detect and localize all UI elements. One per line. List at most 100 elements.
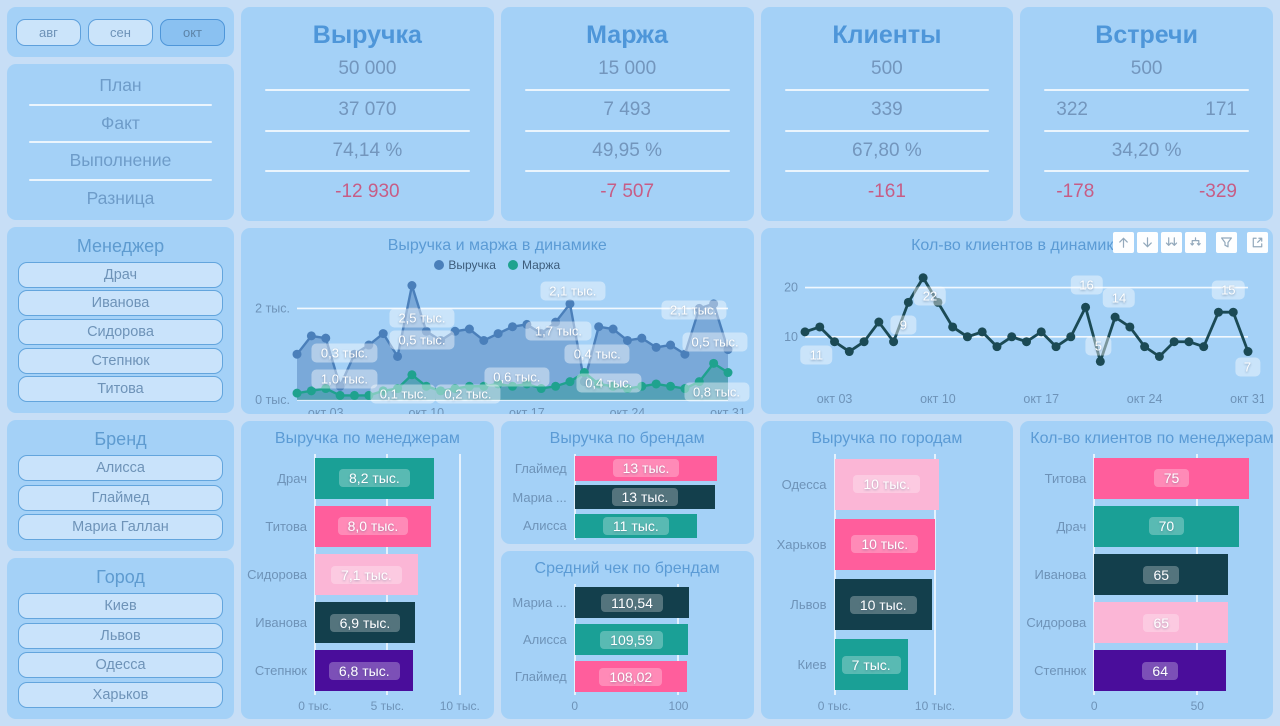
filter-item-Титова[interactable]: Титова: [18, 376, 223, 403]
filter-item-Драч[interactable]: Драч: [18, 261, 223, 288]
expand-all-down-icon[interactable]: [1185, 232, 1206, 253]
bar-Алисса[interactable]: 109,59: [574, 623, 689, 656]
month-button-сен[interactable]: сен: [88, 18, 153, 46]
sidebar: авг сен окт План Факт Выполнение Разница Мене…: [7, 7, 234, 719]
month-button-окт[interactable]: окт: [160, 18, 225, 46]
bar-Мариа ...[interactable]: 13 тыс.: [574, 484, 716, 510]
bar-Мариа ...[interactable]: 110,54: [574, 586, 690, 619]
svg-text:10: 10: [784, 330, 798, 344]
filter-title: Менеджер: [76, 236, 165, 256]
filter-item-Харьков[interactable]: Харьков: [18, 681, 223, 708]
bar-Сидорова[interactable]: 7,1 тыс.: [315, 554, 418, 595]
filter-item-Глаймед[interactable]: Глаймед: [18, 484, 223, 511]
legend-label: Маржа: [521, 258, 561, 272]
bar-value-label: 6,9 тыс.: [329, 613, 401, 632]
bar-value-label: 10 тыс.: [851, 535, 919, 554]
bar-category-Одесса: Одесса: [781, 476, 827, 492]
svg-text:окт 10: окт 10: [920, 392, 956, 406]
bar-Харьков[interactable]: 10 тыс.: [834, 518, 935, 570]
x-axis: 0 тыс. 5 тыс. 10 тыс.: [298, 695, 480, 715]
bar-Иванова[interactable]: 65: [1094, 554, 1229, 595]
bar-row: 10 тыс.: [834, 575, 996, 635]
filter-item-Львов[interactable]: Львов: [18, 622, 223, 649]
bar-category-labels: Мариа ... Алисса Глаймед: [511, 584, 575, 715]
bar-category-Степнюк: Степнюк: [1034, 663, 1087, 679]
separator: [265, 170, 470, 173]
filter-title: Город: [96, 567, 145, 587]
filter-icon[interactable]: [1216, 232, 1237, 253]
month-filter-panel: авг сен окт: [7, 7, 234, 57]
kpi-row-label: Разница: [86, 187, 155, 208]
drill-up-icon[interactable]: [1113, 232, 1134, 253]
bar-category-Алисса: Алисса: [523, 518, 567, 534]
bar-Киев[interactable]: 7 тыс.: [834, 639, 908, 691]
clients-line-chart[interactable]: 10 20 окт 03 окт 10 окт 17 окт 24 окт 31 11 9 22 1…: [771, 255, 1264, 410]
bar-value-label: 10 тыс.: [849, 595, 917, 614]
bar-category-labels: Глаймед Мариа ... Алисса: [511, 454, 575, 540]
bar-Титова[interactable]: 75: [1094, 457, 1249, 499]
kpi-number: 339: [871, 99, 903, 121]
kpi-card-rows: 500 322 171 34,20 % -178 -329: [1034, 50, 1259, 211]
bar-Титова[interactable]: 8,0 тыс.: [315, 505, 431, 547]
svg-text:20: 20: [784, 281, 798, 295]
bar-row: 13 тыс.: [574, 483, 736, 512]
stacked-column: Выручка по брендам Глаймед Мариа ... Алисс…: [500, 421, 754, 719]
chart-legend: Выручка Маржа: [251, 255, 744, 272]
chart-title: Выручка и маржа в динамике: [387, 237, 607, 254]
axis-tick-label: 0: [571, 699, 579, 713]
filter-item-Алисса[interactable]: Алисса: [18, 455, 223, 482]
data-label-pill: 0,5 тыс.: [682, 332, 748, 352]
bar-Сидорова[interactable]: 65: [1094, 602, 1229, 644]
filter-title: Бренд: [94, 429, 147, 449]
bar-Глаймед[interactable]: 13 тыс.: [574, 456, 718, 481]
bar-plot-area: 75 70 65 65 64: [1093, 454, 1255, 695]
filter-item-Киев[interactable]: Киев: [18, 593, 223, 620]
bar-Львов[interactable]: 10 тыс.: [834, 579, 932, 631]
axis-tick-label: 50: [1190, 699, 1204, 713]
kpi-number: 500: [871, 58, 903, 80]
data-label-pill: 1,0 тыс.: [311, 369, 377, 389]
separator: [265, 129, 470, 132]
revenue-margin-line-chart[interactable]: 0 тыс. 2 тыс. окт 03 окт 10 окт 17 окт 24 окт …: [251, 272, 750, 414]
data-label-pill: 0,6 тыс.: [484, 367, 550, 387]
x-axis: 0 100: [571, 695, 736, 715]
bar-Алисса[interactable]: 11 тыс.: [574, 513, 697, 538]
clients-dynamics-panel: Кол-во клиентов в динамике 10 20 окт 03 окт…: [760, 228, 1273, 414]
bar-Иванова[interactable]: 6,9 тыс.: [315, 602, 415, 644]
bar-plot-area: 10 тыс. 10 тыс. 10 тыс. 7 тыс.: [833, 454, 996, 695]
data-label-pill: 5: [1085, 336, 1111, 356]
bar-Степнюк[interactable]: 6,8 тыс.: [315, 650, 414, 692]
svg-text:окт 03: окт 03: [816, 392, 852, 406]
filter-item-Мариа Галлан[interactable]: Мариа Галлан: [18, 513, 223, 540]
filter-item-Иванова[interactable]: Иванова: [18, 290, 223, 317]
kpi-row-labels-panel: План Факт Выполнение Разница: [7, 64, 234, 220]
separator: [1044, 88, 1249, 91]
separator: [784, 88, 990, 91]
bar-Глаймед[interactable]: 108,02: [574, 660, 687, 693]
revenue-by-brand-panel: Выручка по брендам Глаймед Мариа ... Алисс…: [500, 421, 754, 544]
drill-down-icon[interactable]: [1137, 232, 1158, 253]
focus-mode-icon[interactable]: [1247, 232, 1268, 253]
bar-category-Глаймед: Глаймед: [514, 460, 567, 476]
month-button-авг[interactable]: авг: [16, 18, 81, 46]
bar-row: 109,59: [574, 621, 736, 658]
separator: [1044, 170, 1249, 173]
revenue-by-manager-panel: Выручка по менеджерам Драч Титова Сидорова…: [241, 421, 494, 719]
bar-Одесса[interactable]: 10 тыс.: [834, 458, 939, 510]
go-to-next-level-icon[interactable]: [1161, 232, 1182, 253]
filter-item-Сидорова[interactable]: Сидорова: [18, 318, 223, 345]
chart-title: Выручка по городам: [811, 430, 963, 447]
bar-category-labels: Одесса Харьков Львов Киев: [771, 454, 835, 715]
bar-row: 13 тыс.: [574, 454, 736, 483]
filter-item-Одесса[interactable]: Одесса: [18, 652, 223, 679]
kpi-difference-value: -178 -329: [1034, 181, 1259, 203]
kpi-value: 7 493: [515, 99, 740, 121]
bar-value-label: 110,54: [601, 593, 663, 612]
bar-Степнюк[interactable]: 64: [1094, 650, 1227, 692]
bar-Драч[interactable]: 70: [1094, 505, 1239, 547]
revenue-by-city-panel: Выручка по городам Одесса Харьков Львов Кие…: [760, 421, 1014, 719]
bar-Драч[interactable]: 8,2 тыс.: [315, 457, 434, 499]
kpi-value: 74,14 %: [255, 140, 480, 162]
filter-item-Степнюк[interactable]: Степнюк: [18, 347, 223, 374]
bar-category-Глаймед: Глаймед: [514, 669, 567, 684]
